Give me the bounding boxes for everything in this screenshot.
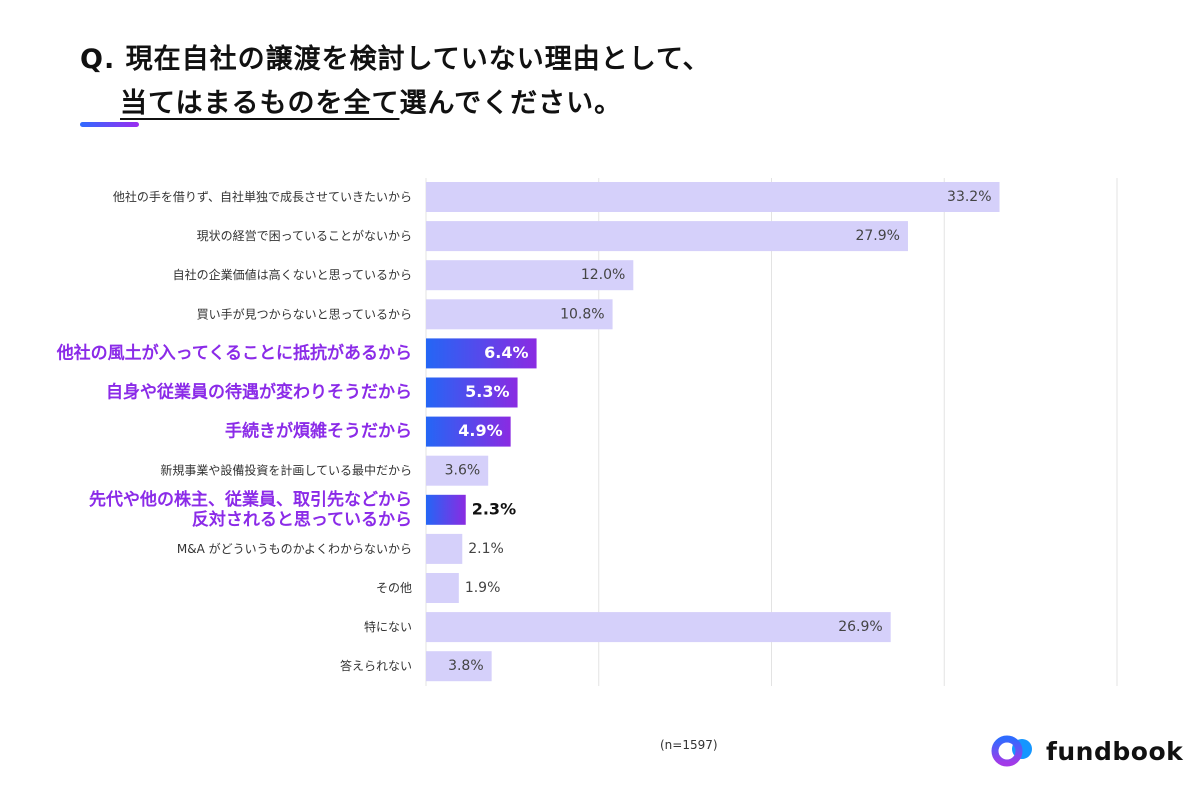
category-label: 先代や他の株主、従業員、取引先などから反対されると思っているから (89, 489, 412, 530)
category-label: その他 (376, 581, 412, 595)
bar (426, 260, 634, 291)
category-label: 自社の企業価値は高くないと思っているから (173, 267, 412, 282)
category-label: 買い手が見つからないと思っているから (197, 306, 412, 321)
category-label: 他社の手を借りず、自社単独で成長させていきたいから (113, 189, 412, 204)
title-prefix: Q. (80, 44, 126, 75)
title-rest: 選んでください。 (399, 88, 623, 119)
value-label: 3.8% (448, 658, 484, 674)
value-label: 10.8% (560, 306, 604, 322)
bar (426, 377, 518, 408)
value-label: 26.9% (838, 619, 882, 635)
category-label: 手続きが煩雑そうだから (225, 421, 412, 442)
fundbook-logo: fundbook (990, 733, 1183, 769)
value-label: 27.9% (855, 228, 899, 244)
bar (426, 416, 511, 447)
bar (426, 533, 463, 564)
bar (426, 221, 908, 252)
bar (426, 612, 891, 643)
category-label: 答えられない (340, 658, 412, 673)
bar (426, 182, 1000, 212)
value-label: 2.1% (468, 541, 504, 557)
title-line-2: 当てはまるものを全て選んでください。 (80, 82, 711, 126)
bar (426, 455, 489, 486)
value-label: 6.4% (484, 343, 528, 362)
value-label: 4.9% (458, 421, 502, 440)
bar (426, 299, 613, 330)
bar (426, 573, 459, 603)
category-label: 自身や従業員の待遇が変わりそうだから (106, 382, 412, 403)
category-label: 新規事業や設備投資を計画している最中だから (160, 462, 412, 477)
bar (426, 651, 492, 682)
title-line-1: Q. 現在自社の譲渡を検討していない理由として、 (80, 44, 711, 75)
bar (426, 338, 537, 369)
category-label: 現状の経営で困っていることがないから (197, 228, 412, 243)
logo-mark-icon (991, 735, 1032, 767)
title-underlined: 当てはまるものを全て (120, 88, 400, 119)
value-label: 12.0% (581, 267, 625, 283)
value-label: 2.3% (472, 499, 516, 518)
title-line1-text: 現在自社の譲渡を検討していない理由として、 (125, 44, 711, 75)
category-label: 特にない (364, 619, 412, 634)
value-label: 3.6% (445, 463, 481, 479)
category-label: 他社の風土が入ってくることに抵抗があるから (56, 342, 412, 363)
logo-text: fundbook (1046, 736, 1184, 766)
value-label: 33.2% (947, 189, 991, 205)
category-label: M&A がどういうものかよくわからないから (177, 540, 412, 555)
title-accent-bar (80, 122, 139, 127)
value-label: 1.9% (465, 580, 501, 596)
value-label: 5.3% (465, 382, 509, 401)
bar (426, 494, 466, 525)
question-title: Q. 現在自社の譲渡を検討していない理由として、 当てはまるものを全て選んでくだ… (80, 38, 711, 126)
sample-size-note: (n=1597) (660, 738, 718, 752)
